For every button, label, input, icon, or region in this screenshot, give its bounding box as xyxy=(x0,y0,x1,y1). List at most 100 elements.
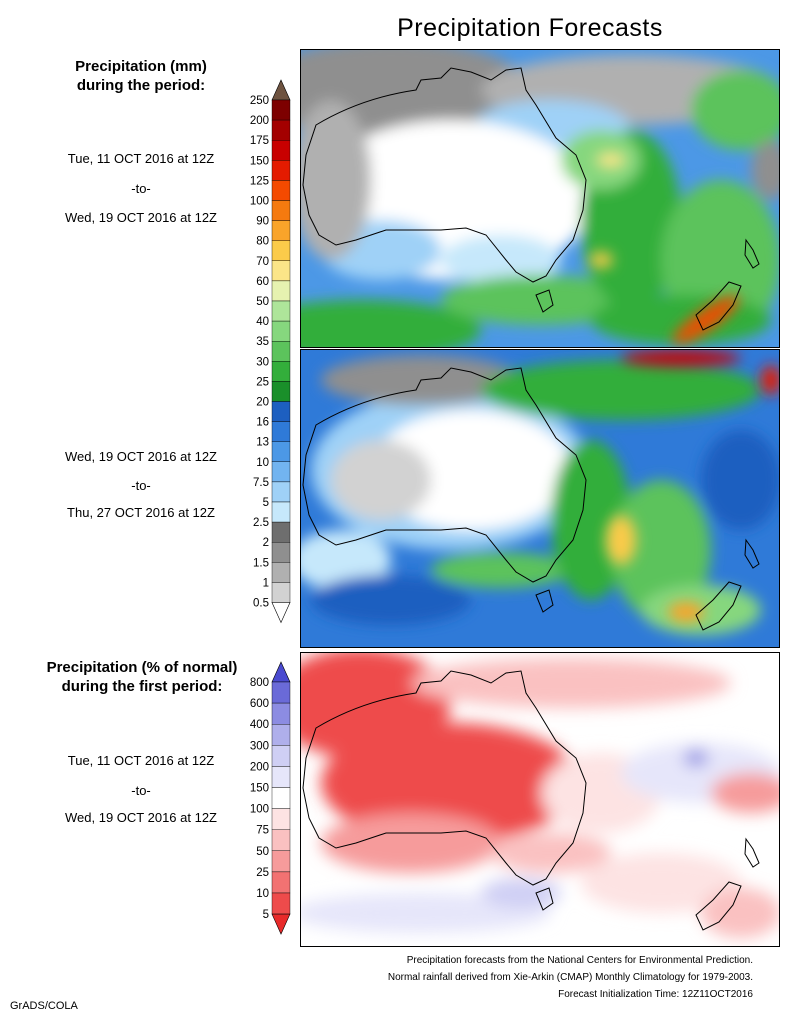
colorbar-top-triangle xyxy=(271,661,291,683)
colorbar-swatch xyxy=(271,745,291,767)
precip-pct-header: Precipitation (% of normal) during the f… xyxy=(22,658,262,696)
colorbar-swatch xyxy=(271,829,291,851)
precip-pct-colorbar: 800 600 400 300 200 150 100 75 50 25 10 5 xyxy=(250,661,291,935)
colorbar-swatch xyxy=(271,441,291,463)
colorbar-swatch xyxy=(271,320,291,342)
precip-mm-header-line1: Precipitation (mm) xyxy=(75,58,207,75)
colorbar-tick-label: 10 xyxy=(256,457,269,469)
colorbar-tick-label: 60 xyxy=(256,276,269,288)
colorbar-tick-label: 250 xyxy=(250,95,269,107)
map-week2-precip xyxy=(300,349,780,648)
colorbar-tick-label: 175 xyxy=(250,135,269,147)
colorbar-swatch xyxy=(271,180,291,201)
colorbar-swatch xyxy=(271,240,291,261)
colorbar-tick-label: 70 xyxy=(256,256,269,268)
precip-pct-header-line2: during the first period: xyxy=(61,678,223,695)
colorbar-tick-label: 0.5 xyxy=(253,598,269,610)
colorbar-swatch xyxy=(271,681,291,704)
footer-line3: Forecast Initialization Time: 12Z11OCT20… xyxy=(558,989,753,1000)
colorbar-tick-label: 5 xyxy=(263,497,269,509)
tasmania-coastline xyxy=(535,589,554,613)
colorbar-tick-label: 80 xyxy=(256,236,269,248)
colorbar-tick-label: 25 xyxy=(256,867,269,879)
colorbar-swatch xyxy=(271,361,291,382)
colorbar-swatch xyxy=(271,562,291,583)
australia-coastline xyxy=(302,670,587,886)
colorbar-swatch xyxy=(271,702,291,725)
colorbar-tick-label: 400 xyxy=(250,719,269,731)
colorbar-swatch xyxy=(271,401,291,422)
colorbar-swatch xyxy=(271,892,291,915)
colorbar-tick-label: 10 xyxy=(256,888,269,900)
colorbar-tick-label: 1.5 xyxy=(253,557,269,569)
colorbar-tick-label: 13 xyxy=(256,437,269,449)
colorbar-bottom-triangle xyxy=(271,913,291,935)
period2-start: Wed, 19 OCT 2016 at 12Z xyxy=(65,449,217,464)
period2-sep: -to- xyxy=(131,478,151,493)
colorbar-tick-label: 100 xyxy=(250,196,269,208)
colorbar-swatch xyxy=(271,582,291,603)
period2-end: Thu, 27 OCT 2016 at 12Z xyxy=(67,505,215,520)
colorbar-tick-label: 2 xyxy=(263,537,269,549)
page-title: Precipitation Forecasts xyxy=(397,14,663,42)
period3-start: Tue, 11 OCT 2016 at 12Z xyxy=(67,753,215,768)
period3-end: Wed, 19 OCT 2016 at 12Z xyxy=(65,810,217,825)
colorbar-tick-label: 800 xyxy=(250,677,269,689)
colorbar-swatch xyxy=(271,871,291,894)
colorbar-swatch xyxy=(271,280,291,302)
colorbar-swatch xyxy=(271,766,291,788)
colorbar-tick-label: 25 xyxy=(256,376,269,388)
colorbar-swatch xyxy=(271,119,291,141)
new-zealand-coastline xyxy=(695,881,742,931)
colorbar-tick-label: 1 xyxy=(263,577,269,589)
colorbar-swatch xyxy=(271,501,291,523)
colorbar-tick-label: 125 xyxy=(250,175,269,187)
colorbar-tick-label: 30 xyxy=(256,356,269,368)
colorbar-swatch xyxy=(271,220,291,241)
new-zealand-coastline xyxy=(695,581,742,631)
colorbar-swatch xyxy=(271,381,291,402)
colorbar-tick-label: 50 xyxy=(256,846,269,858)
colorbar-bottom-triangle xyxy=(271,602,291,624)
tasmania-coastline xyxy=(535,289,554,313)
colorbar-tick-label: 100 xyxy=(250,804,269,816)
colorbar-swatch xyxy=(271,160,291,181)
colorbar-tick-label: 600 xyxy=(250,698,269,710)
precip-mm-colorbar: 2502001751501251009080706050403530252016… xyxy=(250,79,291,624)
colorbar-swatch xyxy=(271,808,291,830)
colorbar-tick-label: 50 xyxy=(256,296,269,308)
colorbar-tick-label: 35 xyxy=(256,336,269,348)
colorbar-swatch xyxy=(271,99,291,121)
colorbar-swatch xyxy=(271,787,291,809)
tasmania-coastline xyxy=(535,887,554,911)
colorbar-swatch xyxy=(271,341,291,362)
new-zealand-north-coastline xyxy=(744,837,760,868)
period1-end: Wed, 19 OCT 2016 at 12Z xyxy=(65,210,217,225)
colorbar-tick-label: 150 xyxy=(250,155,269,167)
colorbar-tick-label: 40 xyxy=(256,316,269,328)
colorbar-tick-label: 75 xyxy=(256,825,269,837)
colorbar-swatch xyxy=(271,200,291,221)
colorbar-top-triangle xyxy=(271,79,291,101)
precip-mm-header-line2: during the period: xyxy=(76,77,206,94)
colorbar-swatch xyxy=(271,723,291,746)
period1-start: Tue, 11 OCT 2016 at 12Z xyxy=(67,151,215,166)
period3-sep: -to- xyxy=(131,783,151,798)
colorbar-tick-label: 200 xyxy=(250,761,269,773)
colorbar-swatch xyxy=(271,140,291,161)
australia-coastline xyxy=(302,67,587,283)
colorbar-swatch xyxy=(271,481,291,503)
grads-credit: GrADS/COLA xyxy=(10,1000,78,1012)
colorbar-tick-label: 5 xyxy=(263,909,269,921)
colorbar-tick-label: 20 xyxy=(256,397,269,409)
new-zealand-north-coastline xyxy=(744,238,760,269)
colorbar-tick-label: 150 xyxy=(250,783,269,795)
colorbar-swatch xyxy=(271,850,291,873)
precip-pct-header-line1: Precipitation (% of normal) xyxy=(46,659,238,676)
australia-coastline xyxy=(302,367,587,583)
colorbar-tick-label: 2.5 xyxy=(253,517,269,529)
map-week1-precip xyxy=(300,49,780,348)
colorbar-swatch xyxy=(271,300,291,322)
colorbar-tick-label: 200 xyxy=(250,115,269,127)
colorbar-tick-label: 7.5 xyxy=(253,477,269,489)
